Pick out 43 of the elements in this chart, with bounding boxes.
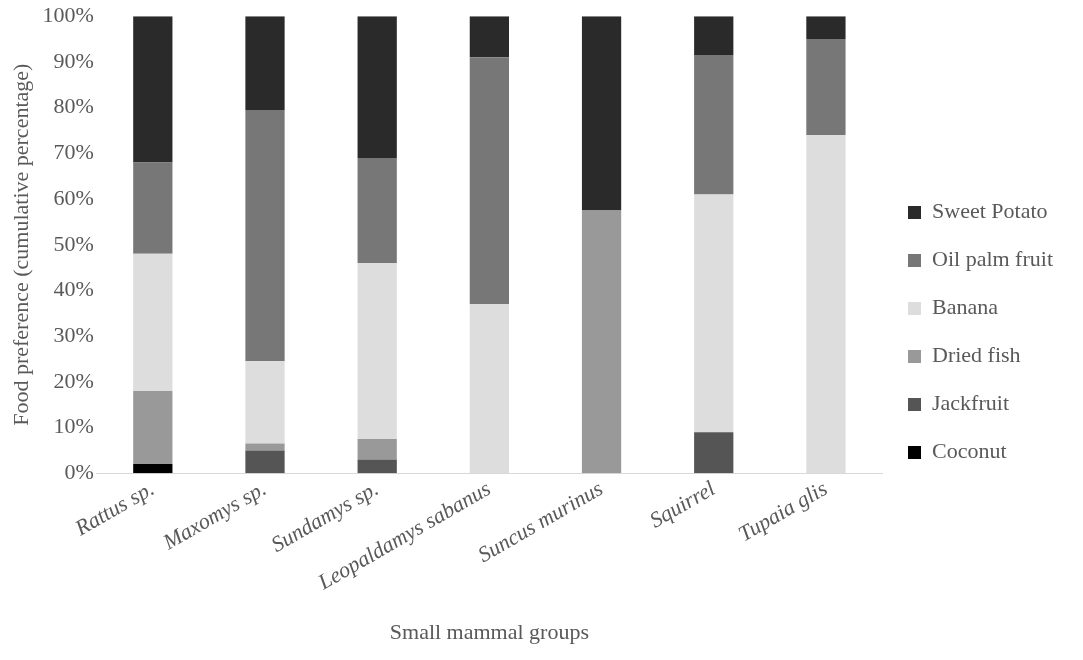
y-tick-label: 60% (53, 184, 94, 210)
bar (133, 253, 173, 391)
bar (469, 57, 510, 305)
bar (133, 390, 173, 465)
legend-label: Jackfruit (932, 390, 1009, 416)
y-tick-label: 80% (53, 93, 94, 119)
bar (245, 450, 285, 474)
bar (357, 16, 397, 158)
bar (357, 438, 397, 460)
bar (694, 194, 734, 433)
y-tick-label: 0% (64, 459, 94, 485)
bar (245, 109, 285, 362)
bar (694, 55, 734, 195)
y-tick-label: 40% (53, 276, 94, 302)
y-tick-label: 90% (53, 47, 94, 73)
y-axis-title: Food preference (cumulative percentage) (7, 63, 33, 426)
bar (694, 16, 734, 56)
bar (357, 459, 397, 474)
bar (469, 16, 510, 58)
y-tick-label: 70% (53, 139, 94, 165)
x-axis-title: Small mammal groups (389, 618, 589, 644)
y-tick-label: 20% (53, 367, 94, 393)
legend-label: Sweet Potato (932, 198, 1048, 224)
bar (245, 16, 285, 110)
bar (806, 39, 846, 136)
y-tick-label: 30% (53, 321, 94, 347)
y-tick-label: 100% (42, 1, 94, 27)
legend-label: Oil palm fruit (932, 246, 1054, 272)
bar (245, 361, 285, 444)
legend-label: Dried fish (932, 342, 1021, 368)
bar (806, 16, 846, 40)
bar (357, 263, 397, 439)
legend-label: Coconut (932, 438, 1007, 464)
legend-label: Banana (932, 294, 999, 320)
bar (694, 432, 734, 474)
y-tick-label: 10% (53, 413, 94, 439)
bar (133, 464, 173, 474)
bar (133, 162, 173, 254)
bar (133, 16, 173, 163)
bar (357, 157, 397, 264)
y-tick-label: 50% (53, 230, 94, 256)
bar (581, 210, 622, 474)
bar (581, 16, 622, 211)
